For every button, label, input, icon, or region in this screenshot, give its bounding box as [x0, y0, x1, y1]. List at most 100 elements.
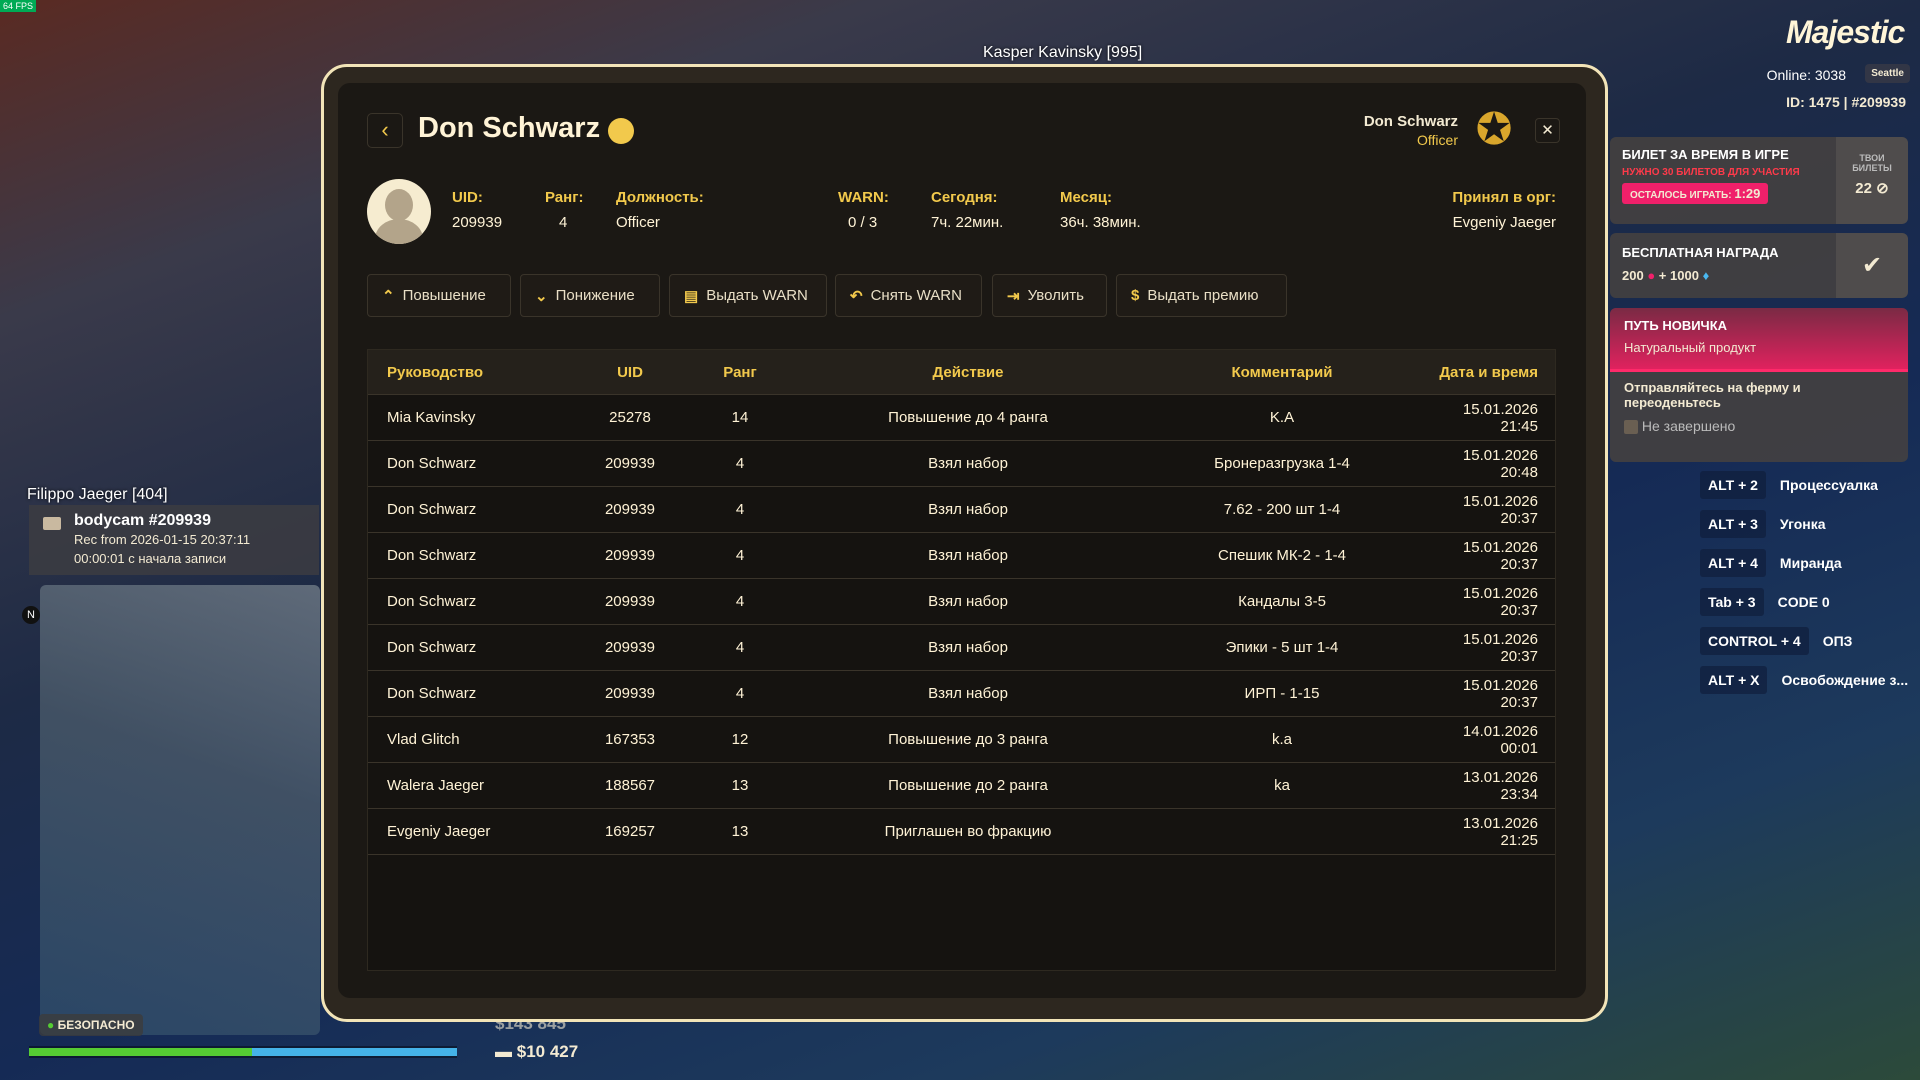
cell: 15.01.2026 20:37 [1462, 676, 1538, 711]
cell: 7.62 - 200 шт 1-4 [1223, 501, 1341, 518]
bonus-button[interactable]: $ Выдать премию [1116, 274, 1287, 317]
cell: 15.01.2026 20:37 [1462, 492, 1538, 527]
cell: K.A [1269, 409, 1295, 426]
cell: 4 [735, 501, 745, 518]
hotkey-label: Угонка [1779, 516, 1826, 532]
col-datetime: Дата и время [1439, 363, 1538, 381]
reward-title: БЕСПЛАТНАЯ НАГРАДА [1622, 245, 1779, 260]
exit-icon: ⇥ [1007, 287, 1020, 305]
back-button[interactable]: ‹ [367, 113, 403, 148]
cell: 209939 [604, 547, 656, 564]
table-row: Mia Kavinsky 25278 14 Повышение до 4 ранга K… [368, 395, 1555, 441]
col-comment: Комментарий [1231, 363, 1333, 381]
hotkey-key: Tab + 3 [1700, 588, 1764, 616]
hotkey-item: Tab + 3 CODE 0 [1700, 588, 1830, 616]
cell: Повышение до 2 ранга [888, 777, 1048, 794]
cell: 15.01.2026 20:37 [1462, 584, 1538, 619]
hotkey-label: Освобождение з... [1781, 672, 1909, 688]
cell: Спешик МК-2 - 1-4 [1217, 547, 1347, 564]
table-row: Vlad Glitch 167353 12 Повышение до 3 ранга k… [368, 717, 1555, 763]
table-header: Руководство UID Ранг Действие Комментари… [368, 350, 1555, 395]
cell: 14 [731, 409, 749, 426]
cell: 169257 [604, 823, 656, 840]
bodycam-title: bodycam #209939 [74, 512, 211, 529]
cell: 4 [735, 547, 745, 564]
bank-amount: ▬ $10 427 [495, 1042, 579, 1061]
position-label: Должность: [616, 189, 704, 206]
hotkey-item: ALT + 3 Угонка [1700, 510, 1826, 538]
shield-icon: ● [47, 1018, 58, 1032]
cell: 15.01.2026 20:37 [1462, 630, 1538, 665]
hotkey-label: Миранда [1779, 555, 1842, 571]
viewer-name: Don Schwarz [1363, 113, 1458, 130]
cell: Evgeniy Jaeger [387, 823, 491, 840]
cell: Взял набор [928, 685, 1008, 702]
quest-card[interactable]: ПУТЬ НОВИЧКА Натуральный продукт Отправл… [1610, 308, 1908, 462]
give-warn-button[interactable]: ▤ Выдать WARN [669, 274, 827, 317]
cell: 14.01.2026 00:01 [1462, 722, 1538, 757]
ticket-timer: ОСТАЛОСЬ ИГРАТЬ: 1:29 [1622, 183, 1769, 204]
remove-warn-button[interactable]: ↶ Снять WARN [835, 274, 982, 317]
bodycam-elapsed: 00:00:01 с начала записи [74, 551, 227, 566]
ticket-card[interactable]: БИЛЕТ ЗА ВРЕМЯ В ИГРЕ НУЖНО 30 БИЛЕТОВ Д… [1610, 137, 1908, 224]
cell: Взял набор [928, 639, 1008, 656]
cell: Don Schwarz [387, 685, 477, 702]
promote-button[interactable]: ⌃ Повышение [367, 274, 511, 317]
rank-label: Ранг: [545, 189, 584, 206]
cell: 209939 [604, 685, 656, 702]
hotkey-key: ALT + 4 [1700, 549, 1766, 577]
card-icon: ▬ [495, 1042, 517, 1061]
cell: 15.01.2026 21:45 [1462, 400, 1538, 435]
cell: ka [1274, 777, 1290, 794]
coin-icon: $ [1131, 287, 1140, 304]
col-manager: Руководство [387, 363, 484, 381]
table-row: Don Schwarz 209939 4 Взял набор Эпики - 5 шт… [368, 625, 1555, 671]
viewer-role: Officer [1417, 132, 1458, 148]
hotkey-key: ALT + 2 [1700, 471, 1766, 499]
hotkey-item: ALT + X Освобождение з... [1700, 666, 1908, 694]
hotkey-item: CONTROL + 4 ОПЗ [1700, 627, 1852, 655]
cell: Взял набор [928, 501, 1008, 518]
cell: 4 [735, 593, 745, 610]
armor-bar [251, 1048, 457, 1056]
fps-counter: 64 FPS [0, 0, 37, 12]
col-action: Действие [932, 363, 1004, 381]
table-row: Evgeniy Jaeger 169257 13 Приглашен во фракц… [368, 809, 1555, 855]
hotkey-item: ALT + 4 Миранда [1700, 549, 1842, 577]
cell: 13 [731, 777, 749, 794]
cell: Повышение до 3 ранга [888, 731, 1048, 748]
cell: Don Schwarz [387, 593, 477, 610]
cell: Don Schwarz [387, 639, 477, 656]
today-value: 7ч. 22мин. [931, 214, 1004, 231]
hotkey-key: ALT + X [1700, 666, 1768, 694]
cell: Взял набор [928, 547, 1008, 564]
page-title: Don Schwarz [418, 112, 601, 144]
free-reward-card[interactable]: БЕСПЛАТНАЯ НАГРАДА 200 ● + 1000 ♦ ✔ [1610, 233, 1908, 298]
cell: 209939 [604, 593, 656, 610]
tickets-count: 22 ⊘ [1855, 180, 1889, 197]
quest-title: ПУТЬ НОВИЧКА [1624, 318, 1728, 333]
col-uid: UID [617, 363, 643, 381]
cell: Кандалы 3-5 [1238, 593, 1326, 610]
month-value: 36ч. 38мин. [1060, 214, 1141, 231]
close-button[interactable]: ✕ [1535, 118, 1560, 143]
cell: Повышение до 4 ранга [888, 409, 1048, 426]
cell: ИРП - 1-15 [1244, 685, 1320, 702]
overhead-player-name: Kasper Kavinsky [995] [983, 44, 1143, 61]
uid-label: UID: [452, 189, 483, 206]
quest-task: Отправляйтесь на ферму и переоденьтесь [1624, 380, 1801, 410]
camera-icon [43, 517, 61, 530]
warn-label: WARN: [838, 189, 889, 206]
history-table: Руководство UID Ранг Действие Комментари… [367, 349, 1556, 971]
zone-status: ● БЕЗОПАСНО [39, 1014, 143, 1036]
fire-button[interactable]: ⇥ Уволить [992, 274, 1107, 317]
cell: 12 [731, 731, 749, 748]
demote-button[interactable]: ⌄ Понижение [520, 274, 660, 317]
quest-sub: Натуральный продукт [1624, 340, 1757, 355]
cell: Walera Jaeger [387, 777, 484, 794]
cell: 4 [735, 455, 745, 472]
cell: Don Schwarz [387, 501, 477, 518]
server-city: Seattle [1865, 64, 1910, 83]
hired-by-label: Принял в орг: [1452, 189, 1556, 206]
arrow-down-icon: ⌄ [535, 287, 548, 305]
